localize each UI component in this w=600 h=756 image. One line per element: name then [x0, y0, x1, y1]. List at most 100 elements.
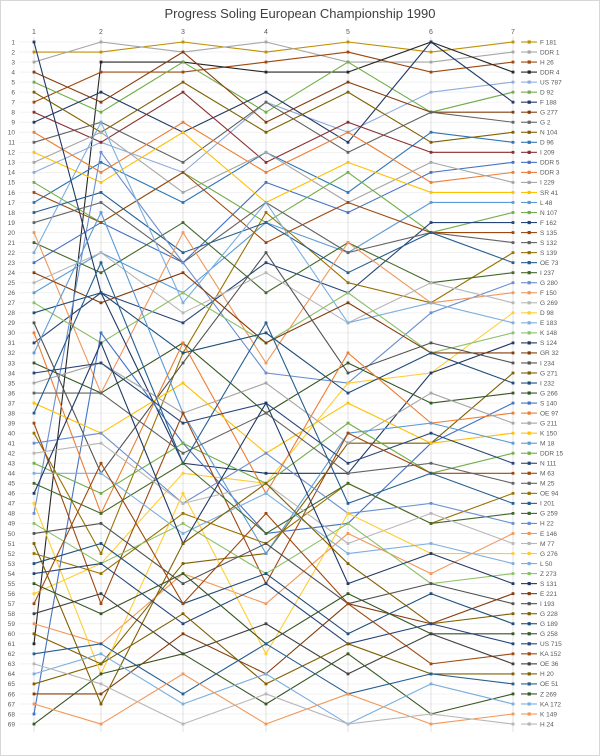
series-marker — [264, 481, 268, 485]
legend-item: H 22 — [521, 521, 554, 528]
legend-item: K 150 — [521, 430, 557, 437]
series-marker — [181, 602, 185, 606]
legend-item: H 26 — [521, 59, 554, 66]
series-marker — [32, 441, 36, 445]
series-marker — [511, 211, 515, 214]
legend-item: F 188 — [521, 99, 557, 106]
legend-marker — [527, 662, 531, 666]
legend-marker — [527, 692, 531, 696]
rank-label: 4 — [11, 69, 15, 76]
series-marker — [346, 60, 350, 64]
legend-label: I 232 — [540, 380, 555, 387]
legend-item: G 269 — [521, 300, 558, 307]
legend-label: Z 269 — [540, 691, 557, 698]
series-marker — [181, 421, 185, 425]
series-marker — [429, 60, 433, 64]
series-marker — [429, 572, 433, 575]
series-marker — [511, 130, 515, 134]
rank-label: 68 — [8, 711, 16, 718]
rank-label: 42 — [8, 451, 16, 458]
series-marker — [32, 542, 36, 545]
series-marker — [99, 110, 103, 114]
series-marker — [429, 662, 433, 666]
series-marker — [264, 361, 268, 365]
series-marker — [32, 100, 36, 104]
series-marker — [99, 562, 103, 565]
legend-item: I 234 — [521, 360, 555, 367]
legend-marker — [527, 120, 531, 124]
legend-label: M 25 — [540, 481, 555, 488]
legend-item: OE 73 — [521, 260, 559, 267]
series-marker — [346, 461, 350, 465]
series-marker — [32, 311, 36, 315]
legend-item: E 183 — [521, 320, 557, 327]
series-marker — [264, 150, 268, 154]
legend-item: DDR 15 — [521, 451, 564, 458]
legend-item: D 98 — [521, 310, 554, 317]
series-marker — [429, 441, 433, 445]
legend-marker — [527, 632, 531, 636]
series-marker — [511, 572, 515, 575]
series-marker — [511, 181, 515, 184]
series-marker — [511, 170, 515, 174]
series-marker — [511, 712, 515, 716]
series-marker — [346, 501, 350, 505]
rank-label: 23 — [8, 260, 16, 267]
rank-label: 67 — [8, 701, 16, 708]
series-marker — [264, 451, 268, 455]
series-marker — [32, 391, 36, 395]
legend-item: G 259 — [521, 511, 558, 518]
series-marker — [511, 150, 515, 154]
series-marker — [99, 120, 103, 124]
series-marker — [511, 421, 515, 425]
legend-item: K 149 — [521, 711, 557, 718]
series-marker — [181, 60, 185, 64]
series-marker — [511, 562, 515, 565]
series-marker — [511, 351, 515, 355]
series-marker — [346, 50, 350, 54]
series-marker — [32, 682, 36, 686]
horizontal-gridlines — [19, 41, 517, 725]
series-marker — [99, 612, 103, 616]
series-marker — [181, 130, 185, 134]
legend-marker — [527, 170, 531, 174]
series-marker — [511, 201, 515, 204]
series-marker — [181, 90, 185, 94]
series-marker — [181, 491, 185, 495]
series-marker — [264, 100, 268, 104]
legend-label: S 124 — [540, 340, 557, 347]
series-marker — [32, 211, 36, 214]
series-marker — [511, 160, 515, 164]
rank-label: 54 — [8, 571, 16, 578]
series-marker — [346, 241, 350, 244]
series-marker — [32, 201, 36, 204]
series-marker — [346, 80, 350, 84]
series-marker — [32, 582, 36, 586]
series-marker — [264, 331, 268, 335]
legend-item: M 18 — [521, 441, 555, 448]
legend-item: I 232 — [521, 380, 555, 387]
series-marker — [511, 481, 515, 485]
series-marker — [429, 421, 433, 425]
series-marker — [181, 512, 185, 515]
legend-item: I 201 — [521, 501, 555, 508]
series-line — [34, 472, 514, 565]
legend-label: F 162 — [540, 220, 557, 227]
rank-label: 6 — [11, 89, 15, 96]
legend-item: KA 152 — [521, 651, 561, 658]
series-marker — [32, 481, 36, 485]
series-marker — [32, 110, 36, 114]
legend-item: E 146 — [521, 531, 557, 538]
series-marker — [264, 201, 268, 204]
series-marker — [99, 522, 103, 525]
legend-label: G 2 — [540, 120, 551, 127]
race-label: 4 — [264, 29, 268, 36]
series-marker — [429, 522, 433, 525]
rank-label: 31 — [8, 340, 16, 347]
series-marker — [99, 211, 103, 214]
series-marker — [511, 371, 515, 375]
series-marker — [99, 672, 103, 676]
series-marker — [346, 140, 350, 144]
series-marker — [511, 471, 515, 475]
